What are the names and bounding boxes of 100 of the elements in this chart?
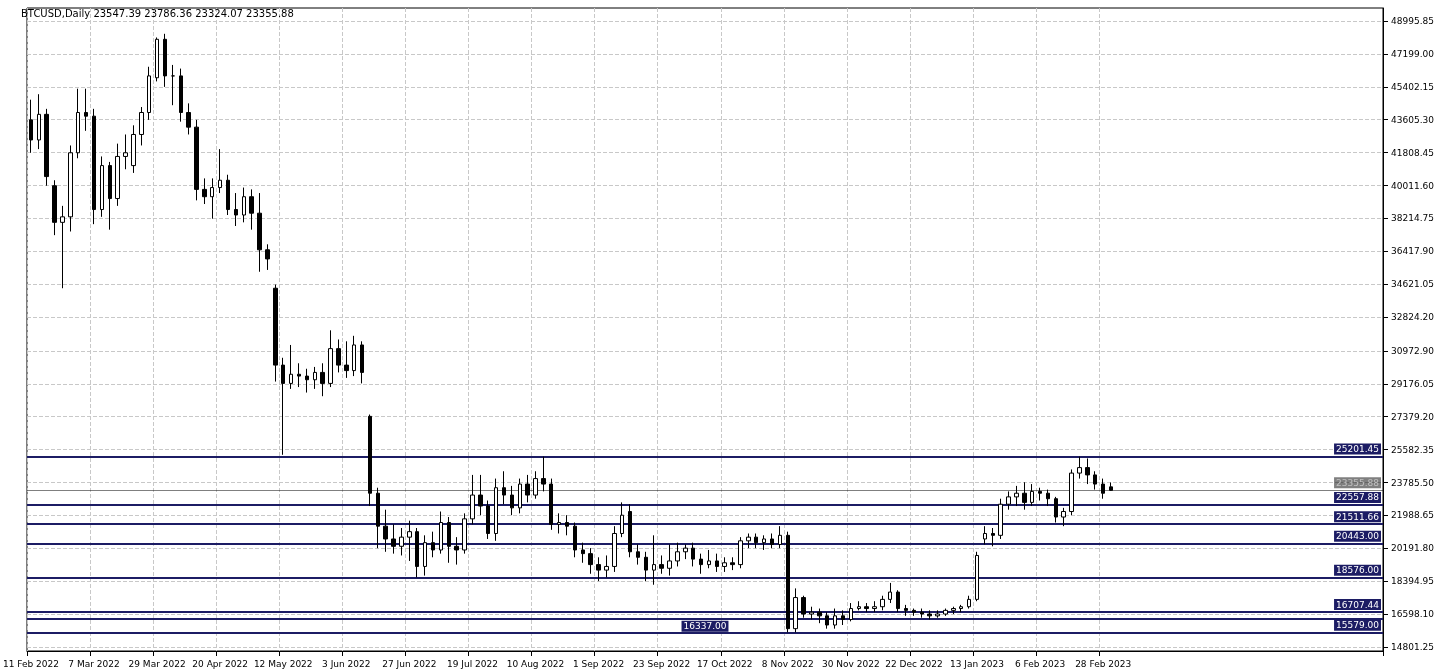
candlestick — [596, 556, 601, 582]
candlestick — [722, 556, 727, 573]
candlestick — [431, 531, 435, 558]
candlestick — [975, 551, 979, 602]
candlestick — [588, 547, 593, 575]
candlestick — [793, 587, 798, 633]
candlestick — [257, 192, 262, 273]
candlestick — [872, 600, 877, 613]
candlestick — [715, 553, 719, 573]
candlestick — [652, 534, 656, 586]
ref-line-label: 16337.00 — [683, 621, 727, 632]
candlestick — [139, 106, 144, 146]
candlestick — [943, 608, 948, 617]
candlestick — [100, 155, 104, 218]
candlestick — [320, 362, 325, 397]
candlestick — [123, 133, 128, 170]
candlestick — [675, 542, 680, 567]
candlestick — [770, 532, 774, 549]
candlestick — [486, 500, 490, 540]
candlestick — [1101, 478, 1105, 500]
candlestick — [636, 543, 640, 566]
candlestick — [37, 93, 41, 150]
y-tick-label: 38214.75 — [1391, 213, 1434, 224]
y-tick-label: 18394.95 — [1391, 576, 1434, 587]
candlestick — [896, 589, 900, 613]
candlestick — [699, 553, 703, 575]
candlestick — [462, 512, 467, 555]
candlestick — [707, 549, 711, 569]
candlestick — [1022, 481, 1027, 511]
ref-line-label: 16707.44 — [1336, 599, 1380, 610]
candlestick — [565, 514, 569, 536]
x-tick-label: 11 Feb 2022 — [2, 658, 59, 669]
candlestick — [620, 501, 624, 538]
candlestick — [825, 611, 829, 630]
x-tick-label: 7 Mar 2022 — [68, 658, 120, 669]
candlestick — [407, 520, 412, 562]
candlestick — [76, 88, 80, 159]
candlestick — [786, 531, 790, 633]
candlestick — [1077, 456, 1082, 480]
x-tick-label: 22 Dec 2022 — [885, 658, 943, 669]
candlestick — [352, 335, 356, 377]
candlestick — [1085, 457, 1090, 485]
y-tick-label: 16598.10 — [1391, 609, 1435, 620]
x-tick-label: 1 Sep 2022 — [572, 658, 625, 669]
candlestick — [912, 608, 916, 617]
candlestick — [888, 582, 892, 604]
candlestick — [360, 340, 364, 384]
candlestick — [202, 177, 207, 205]
candlestick — [841, 609, 845, 626]
y-tick-label: 23785.50 — [1391, 477, 1435, 488]
candlestick — [525, 474, 530, 503]
candlestick — [1069, 468, 1074, 516]
candlestick — [368, 414, 372, 507]
candlestick — [305, 368, 309, 394]
y-tick-label: 32824.20 — [1391, 312, 1435, 323]
candlestick — [131, 124, 136, 174]
candlestick — [510, 485, 514, 516]
candlestick — [218, 148, 222, 194]
x-tick-label: 10 Aug 2022 — [506, 658, 565, 669]
candlestick — [549, 478, 553, 531]
candlestick — [667, 543, 672, 577]
candlestick — [857, 600, 861, 611]
candlestick — [801, 595, 806, 619]
candlestick — [951, 606, 956, 615]
candlestick — [242, 187, 246, 223]
candlestick — [179, 68, 183, 123]
candlestick — [541, 456, 546, 492]
candlestick — [494, 478, 498, 542]
candlestick — [983, 525, 987, 545]
candlestick — [313, 366, 317, 390]
candlestick — [163, 33, 167, 88]
candlestick — [454, 536, 459, 566]
candlestick — [210, 177, 214, 220]
candlestick — [518, 478, 522, 514]
x-tick-label: 29 Mar 2022 — [128, 658, 186, 669]
candlestick — [628, 503, 632, 558]
ref-line-label: 20443.00 — [1336, 531, 1380, 542]
candlestick — [533, 470, 538, 500]
candlestick — [817, 608, 822, 624]
candlestick — [809, 606, 814, 621]
candlestick — [833, 608, 837, 630]
candlestick — [864, 602, 869, 613]
candlestick — [920, 608, 924, 619]
y-tick-label: 40011.60 — [1391, 180, 1435, 191]
candlestick — [155, 36, 159, 82]
y-tick-label: 29176.05 — [1391, 378, 1434, 389]
x-tick-label: 12 May 2022 — [253, 658, 313, 669]
candlestick — [730, 556, 735, 571]
x-tick-label: 23 Sep 2022 — [633, 658, 691, 669]
candlestick — [1061, 507, 1066, 527]
candlestick — [336, 338, 341, 373]
ref-line-label: 21511.66 — [1336, 511, 1380, 522]
ref-line-label: 23355.88 — [1336, 477, 1380, 488]
y-tick-label: 30972.90 — [1391, 345, 1435, 356]
candlestick — [194, 119, 199, 201]
candlestick — [376, 487, 380, 549]
candlestick — [52, 179, 57, 236]
y-tick-label: 25582.35 — [1391, 444, 1434, 455]
candlestick — [683, 543, 688, 560]
candlestick — [927, 609, 932, 621]
